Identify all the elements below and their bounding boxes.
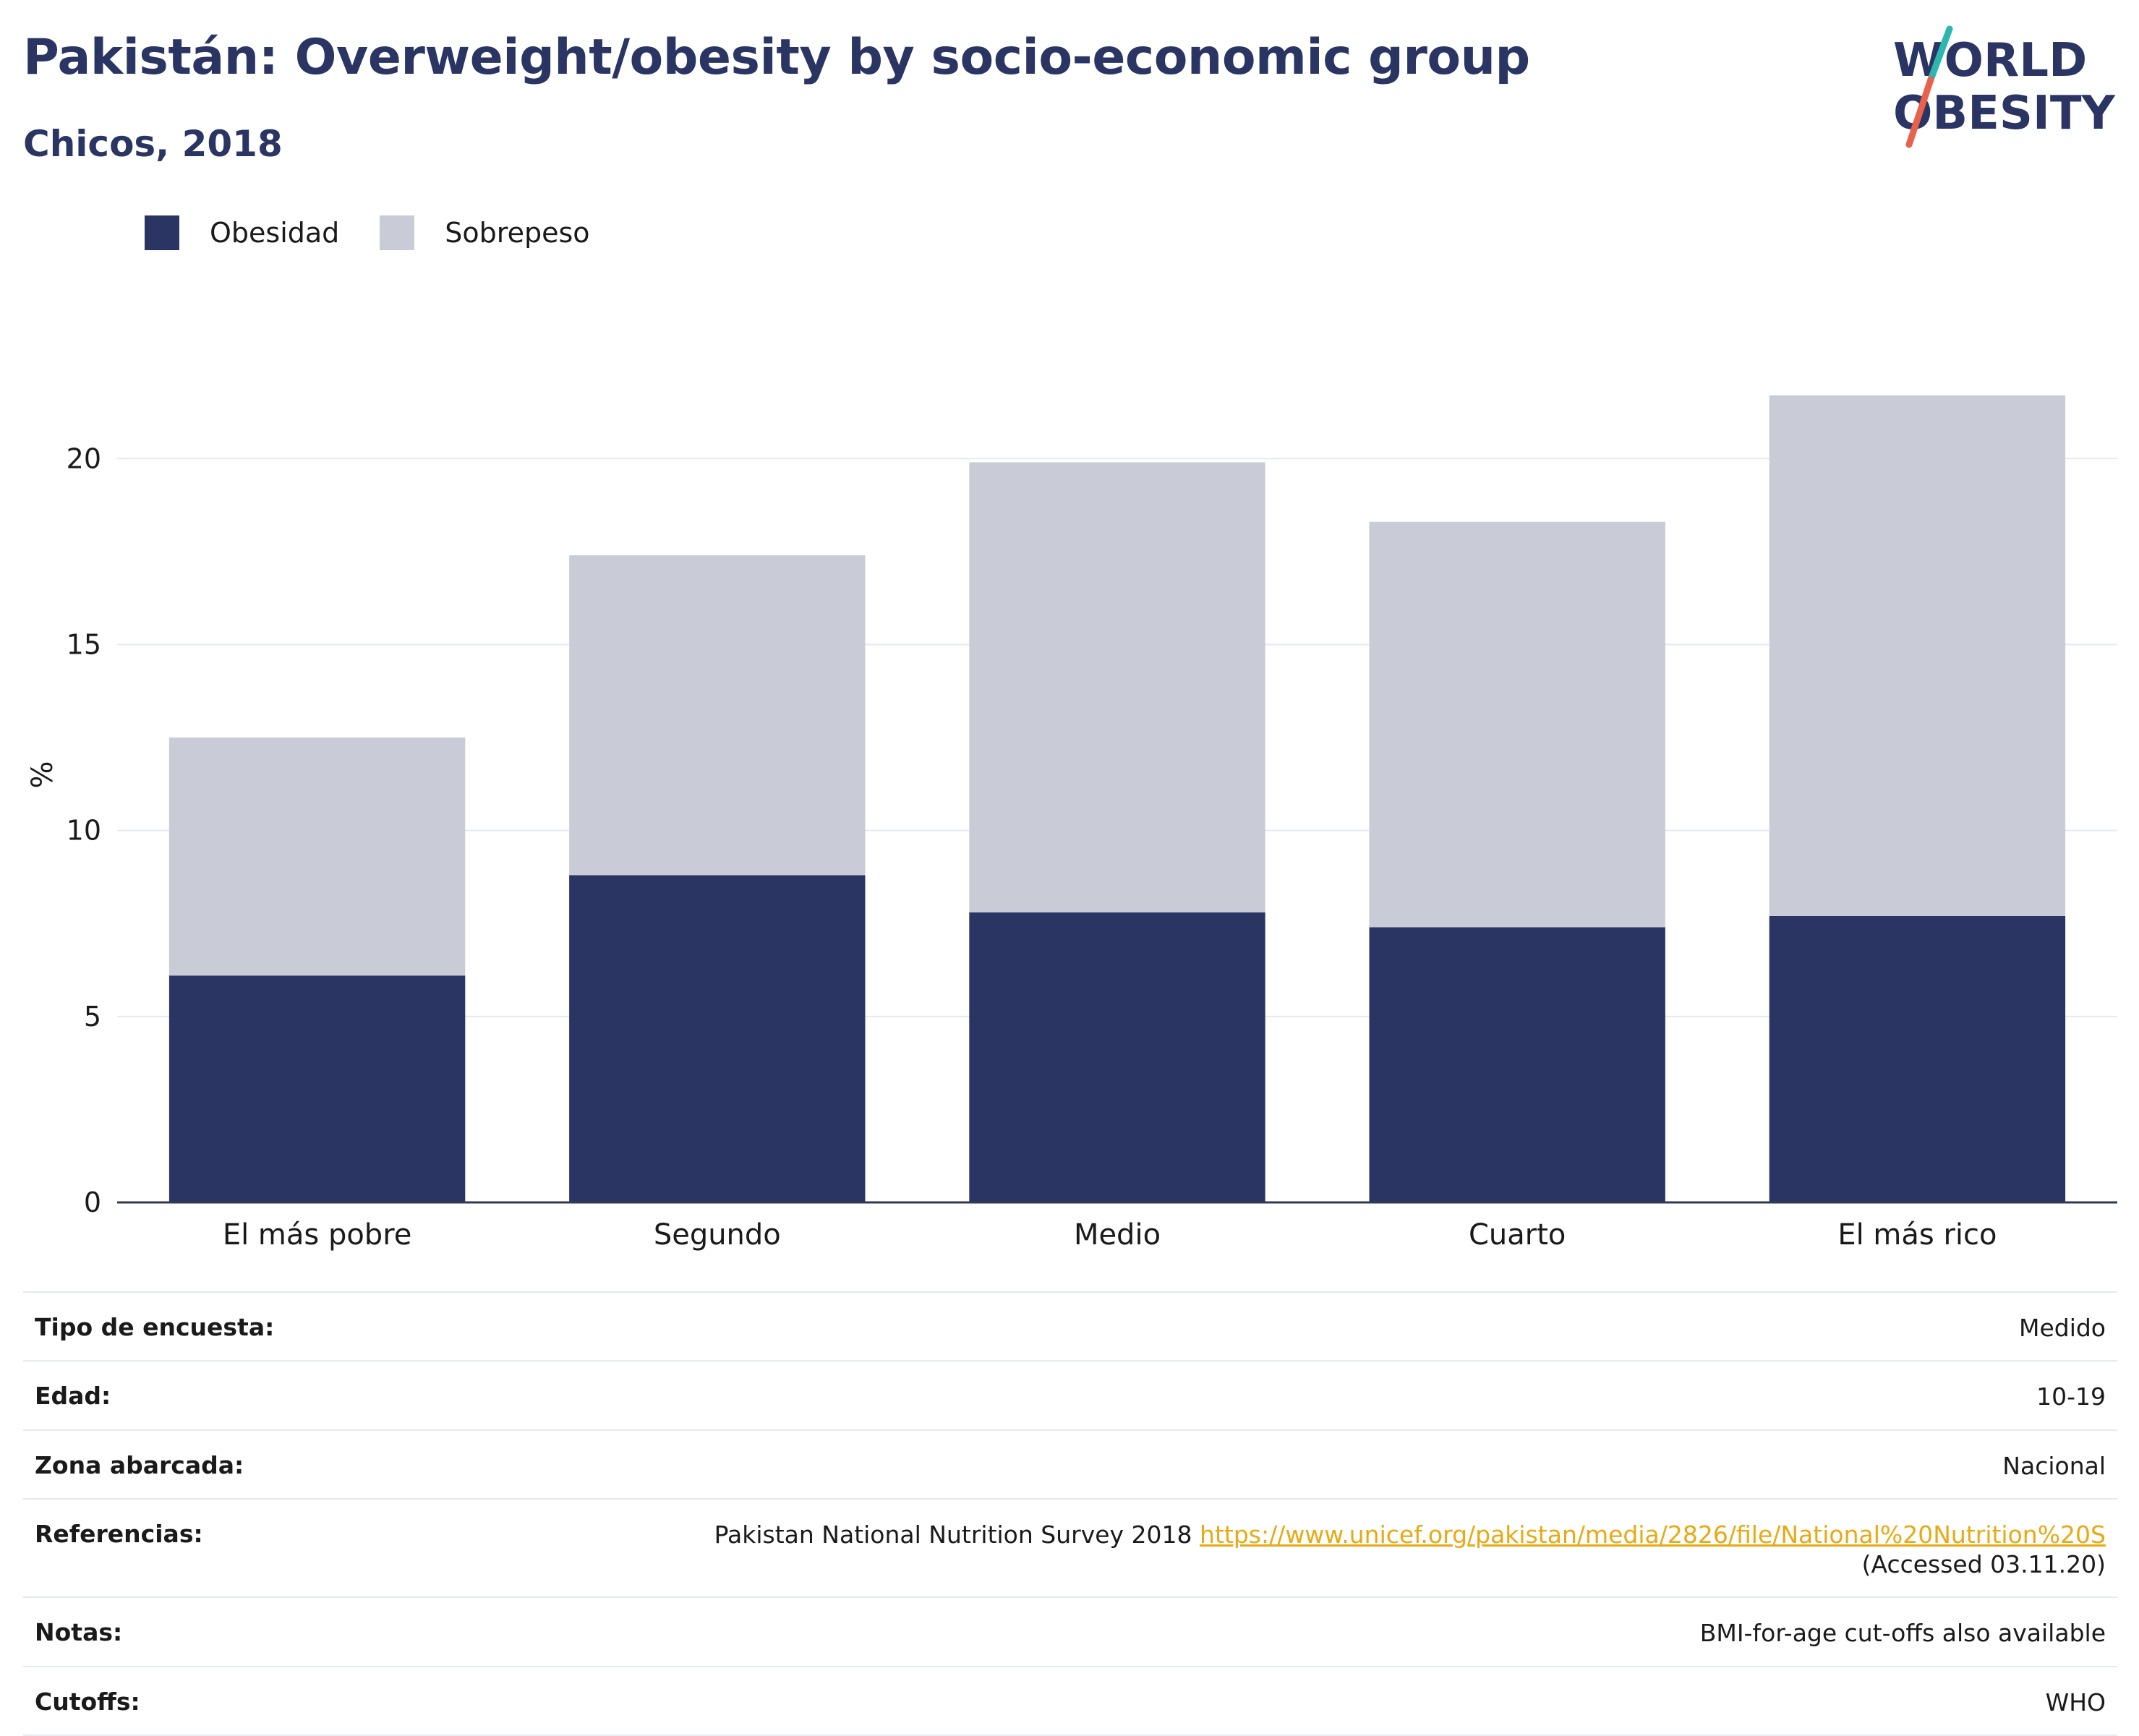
legend-swatch-sobrepeso (380, 215, 415, 250)
info-key: Zona abarcada: (35, 1450, 244, 1479)
x-tick-label: Segundo (654, 1218, 781, 1252)
x-tick-label: Cuarto (1469, 1218, 1566, 1252)
legend-label-sobrepeso: Sobrepeso (445, 217, 590, 249)
world-obesity-logo: WORLD OBESITY (1893, 25, 2115, 148)
logo-slash-bottom (1905, 76, 1934, 148)
y-tick-label: 15 (67, 628, 101, 660)
info-value: WHO (2045, 1688, 2106, 1716)
y-tick-label: 20 (67, 442, 101, 474)
bar-sobrepeso-1 (168, 737, 466, 976)
info-row-references: Referencias: Pakistan National Nutrition… (23, 1497, 2117, 1597)
logo-slash-top (1927, 25, 1953, 83)
legend-swatch-obesidad (145, 215, 179, 250)
x-tick-label: Medio (1074, 1218, 1161, 1252)
logo-line1: WORLD (1893, 34, 2087, 87)
bar-obesidad-1 (168, 975, 466, 1202)
bar-sobrepeso-3 (969, 462, 1265, 912)
info-key: Notas: (35, 1618, 123, 1647)
info-value: Pakistan National Nutrition Survey 2018 … (587, 1520, 2106, 1580)
y-tick-label: 5 (84, 1001, 101, 1032)
info-row-notes: Notas: BMI-for-age cut-offs also availab… (23, 1596, 2117, 1665)
info-row-survey-type: Tipo de encuesta: Medido (23, 1291, 2117, 1360)
info-key: Referencias: (35, 1519, 203, 1548)
bar-obesidad-4 (1369, 927, 1665, 1202)
chart-title: Pakistán: Overweight/obesity by socio-ec… (23, 29, 1530, 86)
y-tick-label: 10 (67, 815, 101, 847)
reference-link[interactable]: https://www.unicef.org/pakistan/media/28… (1200, 1520, 2106, 1549)
info-key: Edad: (35, 1382, 111, 1411)
info-value: Nacional (2002, 1451, 2106, 1480)
logo-line2: OBESITY (1893, 87, 2115, 140)
legend-item-sobrepeso[interactable]: Sobrepeso (380, 215, 590, 250)
x-tick-label: El más rico (1837, 1218, 1997, 1252)
info-row-age: Edad: 10-19 (23, 1360, 2117, 1429)
bar-sobrepeso-5 (1769, 395, 2066, 916)
bar-obesidad-5 (1769, 915, 2066, 1202)
legend-label-obesidad: Obesidad (210, 217, 340, 249)
info-key: Tipo de encuesta: (35, 1313, 275, 1341)
y-axis-label: % (26, 761, 59, 788)
info-table: Tipo de encuesta: Medido Edad: 10-19 Zon… (23, 1291, 2117, 1736)
reference-text: Pakistan National Nutrition Survey 2018 (714, 1520, 1200, 1549)
info-row-area: Zona abarcada: Nacional (23, 1429, 2117, 1498)
chart-subtitle: Chicos, 2018 (23, 123, 283, 165)
info-value: BMI-for-age cut-offs also available (1699, 1619, 2106, 1648)
x-tick-label: El más pobre (223, 1218, 412, 1252)
info-key: Cutoffs: (35, 1687, 140, 1716)
legend-item-obesidad[interactable]: Obesidad (145, 215, 339, 250)
bar-chart: 0 5 10 15 20% El más pobre Segundo Medio Cuarto E… (26, 395, 2117, 1252)
legend: Obesidad Sobrepeso (145, 215, 631, 250)
info-row-cutoffs: Cutoffs: WHO (23, 1665, 2117, 1736)
bar-obesidad-3 (969, 912, 1265, 1202)
reference-accessed: (Accessed 03.11.20) (1861, 1550, 2106, 1578)
bar-obesidad-2 (569, 875, 866, 1202)
y-tick-label: 0 (84, 1186, 101, 1218)
info-value: Medido (2018, 1314, 2106, 1342)
bar-sobrepeso-2 (569, 555, 866, 876)
info-value: 10-19 (2036, 1382, 2106, 1411)
bar-sobrepeso-4 (1369, 521, 1665, 928)
